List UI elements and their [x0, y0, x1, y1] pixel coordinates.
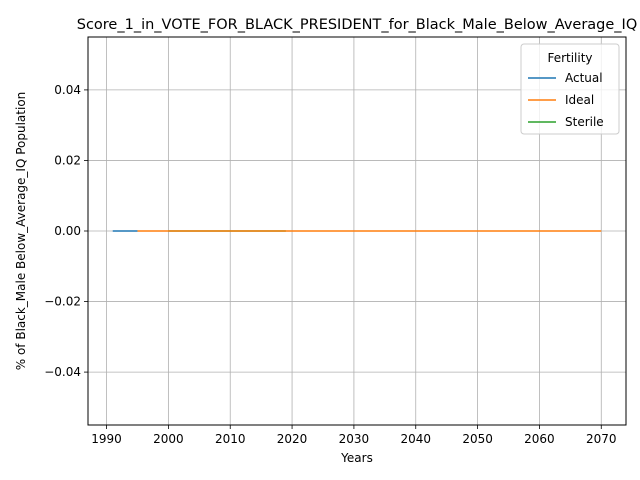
y-tick-label: 0.00: [54, 224, 81, 238]
x-tick-label: 2000: [153, 432, 184, 446]
legend-box: [520, 43, 620, 135]
legend-items: Actual Ideal Sterile: [528, 71, 604, 129]
x-tick-label: 2030: [339, 432, 370, 446]
axis-ticks: 1990 2000 2010 2020 2030 2040 2050 2060 2070 −0.0…: [44, 83, 616, 446]
x-tick-label: 2050: [462, 432, 493, 446]
x-tick-label: 2020: [277, 432, 308, 446]
legend-label-ideal: Ideal: [565, 93, 594, 107]
x-tick-label: 2060: [524, 432, 555, 446]
x-tick-label: 1990: [91, 432, 122, 446]
legend-label-sterile: Sterile: [565, 115, 604, 129]
legend: Fertility Actual Ideal Sterile: [520, 43, 620, 135]
x-axis-label: Years: [340, 451, 373, 465]
x-tick-label: 2010: [215, 432, 246, 446]
y-tick-label: 0.04: [54, 83, 81, 97]
y-tick-label: −0.04: [44, 365, 81, 379]
chart-title: Score_1_in_VOTE_FOR_BLACK_PRESIDENT_for_…: [77, 17, 638, 33]
y-axis-label: % of Black_Male Below_Average_IQ Populat…: [14, 92, 28, 371]
x-tick-label: 2040: [400, 432, 431, 446]
y-tick-label: 0.02: [54, 153, 81, 167]
y-tick-label: −0.02: [44, 295, 81, 309]
legend-label-actual: Actual: [565, 71, 603, 85]
legend-title: Fertility: [547, 51, 592, 65]
x-tick-label: 2070: [586, 432, 617, 446]
